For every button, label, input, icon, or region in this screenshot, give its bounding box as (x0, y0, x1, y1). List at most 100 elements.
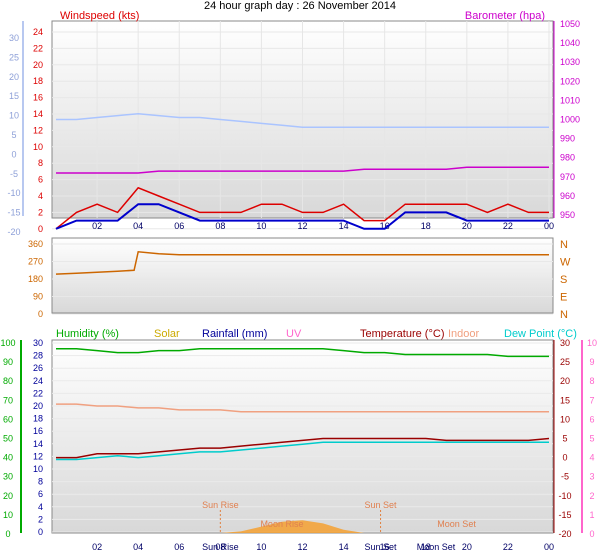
humidity-tick-label: 40 (3, 453, 13, 463)
uv-tick-label: 0 (589, 529, 594, 539)
humidity-tick-label: 80 (3, 376, 13, 386)
direction-tick-label: 360 (28, 239, 43, 249)
direction-tick-label: 90 (33, 292, 43, 302)
uv-tick-label: 1 (589, 510, 594, 520)
series-line-dew-point (56, 441, 549, 461)
outer-left-tick-label: 15 (9, 91, 19, 101)
outer-left-tick-label: -15 (7, 208, 20, 218)
x-tick-label-bottom: 06 (174, 542, 184, 552)
legend-label: Indoor (448, 328, 480, 340)
wind-tick-label: 18 (33, 76, 43, 86)
x-tick-label: 12 (297, 221, 307, 231)
annotation-label: Sun Rise (202, 500, 239, 510)
outer-left-tick-label: -20 (7, 227, 20, 237)
rain-tick-label: 10 (33, 464, 43, 474)
outer-left-tick-label: 30 (9, 33, 19, 43)
rain-tick-label: 20 (33, 401, 43, 411)
x-tick-label: 10 (256, 221, 266, 231)
legend-label: Humidity (%) (56, 328, 119, 340)
rain-tick-label: 28 (33, 351, 43, 361)
temperature-tick-label: 20 (560, 376, 570, 386)
direction-tick-label: 180 (28, 274, 43, 284)
temperature-tick-label: 0 (562, 453, 567, 463)
rain-tick-label: 8 (38, 477, 43, 487)
wind-tick-label: 16 (33, 93, 43, 103)
legend-label: Rainfall (mm) (202, 328, 267, 340)
uv-tick-label: 6 (589, 414, 594, 424)
wind-tick-label: 22 (33, 43, 43, 53)
x-tick-label-bottom: Sun Set (365, 542, 398, 552)
x-tick-label: 22 (503, 221, 513, 231)
wind-tick-label: 10 (33, 142, 43, 152)
panel-3-plot-area (51, 339, 554, 534)
legend-label: UV (286, 328, 302, 340)
outer-left-tick-label: -10 (7, 188, 20, 198)
outer-left-tick-label: 25 (9, 52, 19, 62)
outer-left-tick-label: -5 (10, 169, 18, 179)
direction-tick-label: 270 (28, 257, 43, 267)
baro-tick-label: 960 (560, 191, 575, 201)
series-line-wind-direction (55, 250, 549, 275)
wind-tick-label: 12 (33, 125, 43, 135)
x-tick-label-bottom: Moon Set (417, 542, 456, 552)
baro-tick-label: 1010 (560, 95, 580, 105)
outer-left-tick-label: 10 (9, 111, 19, 121)
rain-tick-label: 6 (38, 489, 43, 499)
temperature-tick-label: -20 (558, 529, 571, 539)
outer-left-tick-label: 0 (11, 149, 16, 159)
temperature-tick-label: 5 (562, 434, 567, 444)
x-tick-label-bottom: Sun Rise (202, 542, 239, 552)
compass-tick-label: N (560, 309, 568, 321)
rain-tick-label: 2 (38, 514, 43, 524)
wind-tick-label: 24 (33, 27, 43, 37)
x-tick-label: 20 (462, 221, 472, 231)
rain-tick-label: 22 (33, 388, 43, 398)
baro-tick-label: 970 (560, 172, 575, 182)
annotation-label: Sun Set (365, 500, 398, 510)
x-tick-label: 08 (215, 221, 225, 231)
outer-left-tick-label: 20 (9, 72, 19, 82)
x-tick-label-bottom: 00 (544, 542, 554, 552)
baro-tick-label: 1000 (560, 115, 580, 125)
temperature-tick-label: 30 (560, 338, 570, 348)
x-tick-label: 18 (421, 221, 431, 231)
baro-axis-label: Barometer (hpa) (465, 10, 545, 22)
rain-tick-label: 18 (33, 414, 43, 424)
series-line-indoor (56, 403, 549, 413)
rain-tick-label: 12 (33, 451, 43, 461)
baro-tick-label: 1020 (560, 76, 580, 86)
humidity-tick-label: 60 (3, 414, 13, 424)
uv-tick-label: 4 (589, 453, 594, 463)
x-tick-label-bottom: 14 (339, 542, 349, 552)
wind-tick-label: 6 (38, 175, 43, 185)
baro-tick-label: 1030 (560, 57, 580, 67)
x-tick-label-bottom: 04 (133, 542, 143, 552)
x-tick-label: 00 (544, 221, 554, 231)
solar-area (56, 520, 549, 533)
temperature-tick-label: -5 (561, 472, 569, 482)
rain-tick-label: 24 (33, 376, 43, 386)
annotation-label: Moon Set (437, 519, 476, 529)
series-line-windspeed (55, 186, 549, 230)
chart-title: 24 hour graph day : 26 November 2014 (204, 0, 396, 12)
series-line-humidity (56, 347, 549, 358)
outer-left-tick-label: 5 (11, 130, 16, 140)
humidity-tick-label: 10 (3, 510, 13, 520)
baro-tick-label: 1050 (560, 19, 580, 29)
wind-tick-label: 2 (38, 207, 43, 217)
direction-tick-label: 0 (38, 309, 43, 319)
x-tick-label: 16 (380, 221, 390, 231)
wind-tick-label: 14 (33, 109, 43, 119)
temperature-tick-label: 25 (560, 357, 570, 367)
temperature-tick-label: -15 (558, 510, 571, 520)
rain-tick-label: 30 (33, 338, 43, 348)
humidity-tick-label: 70 (3, 395, 13, 405)
humidity-tick-label: 90 (3, 357, 13, 367)
rain-tick-label: 14 (33, 439, 43, 449)
uv-tick-label: 5 (589, 434, 594, 444)
x-tick-label-bottom: 12 (297, 542, 307, 552)
wind-axis-label: Windspeed (kts) (60, 10, 139, 22)
rain-tick-label: 16 (33, 426, 43, 436)
series-line-temperature (56, 437, 550, 459)
